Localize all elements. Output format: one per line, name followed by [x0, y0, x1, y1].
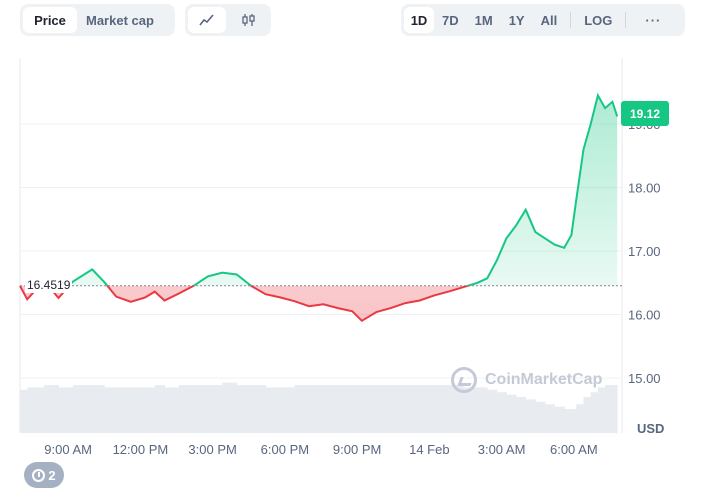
volume-bar [308, 385, 324, 433]
volume-bar [390, 385, 406, 433]
chart-mode-switch [185, 4, 271, 36]
candlestick-icon [242, 14, 255, 26]
range-1m[interactable]: 1M [474, 12, 493, 28]
volume-bar [27, 387, 45, 433]
history-count: 2 [48, 467, 56, 483]
volume-bar [571, 409, 577, 433]
range-1d[interactable]: 1D [404, 7, 434, 33]
y-axis-tick-label: 16.00 [628, 308, 661, 323]
line-chart-button[interactable] [188, 7, 226, 33]
divider [570, 12, 572, 28]
volume-bar [58, 387, 74, 433]
volume-bar [154, 385, 165, 433]
volume-bar [554, 406, 565, 433]
volume-bar [20, 389, 28, 433]
volume-bar [544, 404, 556, 433]
coinmarketcap-watermark: CoinMarketCap [451, 366, 602, 394]
line-chart-icon [199, 14, 214, 26]
volume-bar [44, 385, 60, 433]
volume-bar [477, 387, 488, 433]
open-price-label: 16.4519 [25, 277, 73, 293]
volume-bar [597, 387, 606, 433]
volume-bar [583, 397, 592, 433]
volume-bar [116, 387, 132, 433]
x-axis-tick-label: 14 Feb [409, 442, 449, 457]
tab-market-cap[interactable]: Market cap [86, 12, 154, 28]
volume-bar [294, 385, 310, 433]
volume-bar [576, 404, 584, 433]
volume-bar [496, 392, 507, 433]
range-1y[interactable]: 1Y [508, 12, 525, 28]
x-axis-tick-label: 12:00 PM [113, 442, 169, 457]
volume-bar [605, 385, 613, 433]
volume-bar [525, 399, 536, 433]
more-options-button[interactable]: ··· [645, 12, 662, 28]
divider [625, 12, 627, 28]
volume-bar [463, 387, 479, 433]
x-axis-tick-label: 6:00 AM [550, 442, 598, 457]
volume-bar [207, 385, 223, 433]
x-axis-tick-label: 9:00 PM [333, 442, 381, 457]
volume-bar [104, 387, 117, 433]
chart-toolbar: Price Market cap 1D 7D 1M 1Y All LOG ··· [20, 4, 685, 36]
volume-bar [419, 385, 435, 433]
current-price-tag: 19.12 [621, 101, 669, 126]
volume-bar [564, 409, 572, 433]
volume-bar [361, 385, 377, 433]
volume-bar [323, 385, 339, 433]
history-button[interactable]: 2 [24, 462, 64, 488]
volume-bar [535, 401, 546, 433]
volume-bar [448, 385, 464, 433]
history-clock-icon [32, 468, 46, 482]
volume-bar [487, 389, 498, 433]
volume-bar [265, 387, 281, 433]
volume-bar [434, 385, 450, 433]
volume-bar [337, 385, 353, 433]
log-scale-button[interactable]: LOG [584, 12, 613, 28]
volume-bar [222, 382, 238, 433]
volume-bar [164, 387, 180, 433]
x-axis-tick-label: 3:00 PM [188, 442, 236, 457]
watermark-text: CoinMarketCap [485, 371, 603, 388]
volume-bar [376, 385, 392, 433]
volume-bar [352, 385, 363, 433]
volume-bar [72, 385, 93, 433]
volume-bar [193, 385, 209, 433]
volume-bar [280, 387, 296, 433]
x-axis-tick-label: 9:00 AM [44, 442, 92, 457]
volume-bar [130, 387, 146, 433]
candlestick-button[interactable] [230, 7, 268, 33]
volume-bar [405, 385, 421, 433]
price-area-down [20, 285, 468, 321]
currency-label: USD [637, 421, 665, 436]
range-all[interactable]: All [540, 12, 558, 28]
volume-bar [251, 385, 267, 433]
time-range-switch: 1D 7D 1M 1Y All LOG ··· [401, 4, 685, 36]
price-line-up [20, 92, 619, 286]
range-7d[interactable]: 7D [442, 12, 459, 28]
volume-bar [612, 385, 618, 433]
volume-bar [145, 387, 156, 433]
y-axis-tick-label: 17.00 [628, 244, 661, 259]
price-line-down [19, 285, 472, 323]
chart-type-switch: Price Market cap [20, 4, 175, 36]
tab-price[interactable]: Price [23, 7, 77, 33]
x-axis-tick-label: 3:00 AM [478, 442, 526, 457]
volume-bar [178, 385, 194, 433]
volume-bar [236, 385, 252, 433]
price-area-up [20, 95, 618, 286]
volume-bar [516, 397, 527, 433]
x-axis-tick-label: 6:00 PM [261, 442, 309, 457]
volume-bar [590, 392, 599, 433]
y-axis-tick-label: 18.00 [628, 181, 661, 196]
coinmarketcap-logo-icon [451, 367, 477, 393]
y-axis-tick-label: 15.00 [628, 371, 661, 386]
volume-bar [506, 394, 517, 433]
volume-bar [92, 385, 105, 433]
